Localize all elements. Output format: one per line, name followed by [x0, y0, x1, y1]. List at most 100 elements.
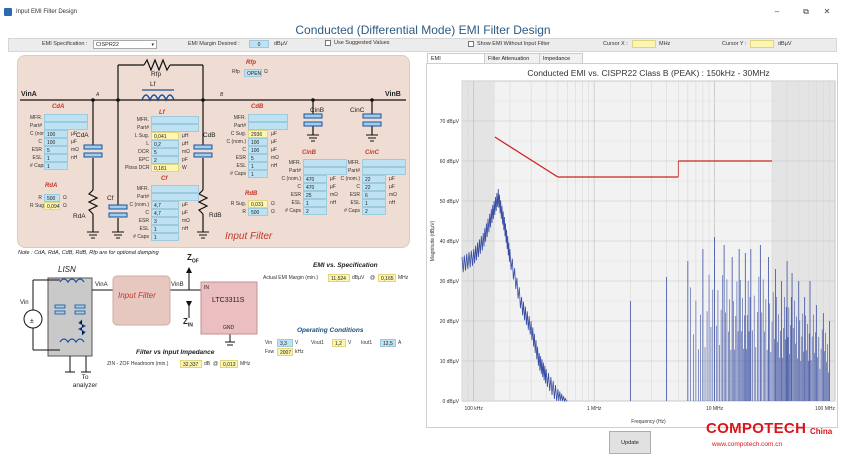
- cf-row-input[interactable]: 4,7: [151, 209, 179, 217]
- lf-row-input[interactable]: 5: [151, 148, 179, 156]
- show-without-filter-checkbox[interactable]: [468, 41, 474, 47]
- cf-row-input[interactable]: 1: [151, 225, 179, 233]
- chip-name: LTC3311S: [212, 297, 245, 304]
- chip-in-pin: IN: [204, 285, 209, 291]
- cdb-row-input: 2936: [248, 130, 268, 138]
- cda-row-input[interactable]: 100: [44, 138, 68, 146]
- rfp-title: Rfp: [246, 60, 256, 66]
- y-tick-label: 30 dBµV: [440, 279, 460, 285]
- lf-row-unit: µH: [182, 141, 189, 147]
- cdb-row-label: C Sug.: [230, 131, 246, 137]
- cda-row-input[interactable]: [44, 114, 88, 122]
- rda-row-label: R Sug.: [30, 203, 46, 209]
- lf-row-unit: µH: [182, 133, 189, 139]
- rfp-input[interactable]: OPEN: [244, 69, 262, 77]
- cdb-row-unit: µF: [271, 139, 277, 145]
- lf-row-label: MFR.: [136, 117, 149, 123]
- maximize-button[interactable]: ⧉: [803, 7, 809, 16]
- cf-row-input[interactable]: 3: [151, 217, 179, 225]
- zof-label: ZOF: [187, 253, 199, 265]
- cinb-row-input[interactable]: [303, 167, 347, 175]
- cda-row-input[interactable]: 5: [44, 146, 68, 154]
- cinc-row-label: Part#: [348, 168, 360, 174]
- cdb-row-input[interactable]: [248, 122, 288, 130]
- cinb-row-input[interactable]: 470: [303, 175, 327, 183]
- emi-chart[interactable]: Conducted EMI vs. CISPR22 Class B (PEAK)…: [427, 64, 839, 429]
- lf-row-input[interactable]: [151, 116, 199, 124]
- cda-row-input[interactable]: [44, 122, 88, 130]
- cinc-row-input[interactable]: 22: [362, 183, 386, 191]
- lf-row-input[interactable]: 0,2: [151, 140, 179, 148]
- cda-row-input[interactable]: 100: [44, 130, 68, 138]
- cinb-row-unit: nH: [330, 200, 337, 206]
- cinc-row-input[interactable]: [362, 167, 406, 175]
- cdb-row-input[interactable]: 100: [248, 146, 268, 154]
- close-button[interactable]: ✕: [823, 7, 831, 16]
- app-icon: [4, 8, 12, 16]
- cinc-row-input[interactable]: 22: [362, 175, 386, 183]
- cf-row-input[interactable]: 1: [151, 233, 179, 241]
- minimize-button[interactable]: –: [774, 7, 780, 16]
- cdb-row-unit: µF: [271, 131, 277, 137]
- cf-row-label: ESL: [139, 226, 149, 232]
- cinb-row-input[interactable]: 470: [303, 183, 327, 191]
- vin-input[interactable]: 3,3: [277, 339, 293, 347]
- cdb-row-input[interactable]: 100: [248, 138, 268, 146]
- cinc-row-input[interactable]: 6: [362, 191, 386, 199]
- lf-row-input[interactable]: [151, 124, 199, 132]
- cda-row-unit: mΩ: [71, 147, 79, 153]
- cursor-x-unit: MHz: [659, 41, 671, 47]
- input-filter-label: Input Filter: [225, 231, 273, 242]
- cinc-row-label: ESL: [350, 200, 360, 206]
- rdb-row-unit: Ω: [271, 201, 275, 207]
- cinc-row-input[interactable]: 2: [362, 207, 386, 215]
- cursor-y-unit: dBµV: [778, 41, 792, 47]
- lf-row-input[interactable]: 2: [151, 156, 179, 164]
- cf-row-input[interactable]: [151, 185, 199, 193]
- y-axis-label: Magnitude (dBµV): [430, 220, 436, 261]
- cinb-row-label: # Caps: [285, 208, 301, 214]
- cinb-row-input[interactable]: 1: [303, 199, 327, 207]
- fsw-input[interactable]: 2007: [277, 348, 293, 356]
- rda-row-unit: Ω: [63, 203, 67, 209]
- cdb-symbol-label: CdB: [203, 132, 216, 139]
- vout-input[interactable]: 1,2: [332, 339, 346, 347]
- iout-input[interactable]: 12,5: [380, 339, 396, 347]
- rda-row-unit: Ω: [63, 195, 67, 201]
- cinc-title: CinC: [365, 150, 379, 156]
- cinb-row-input[interactable]: 25: [303, 191, 327, 199]
- damping-note: Note : CdA, RdA, CdB, RdB, Rfp are for o…: [18, 250, 159, 256]
- lf-row-label: DCR: [138, 149, 149, 155]
- headroom-value: 32,337: [180, 360, 202, 368]
- cinc-row-input[interactable]: 1: [362, 199, 386, 207]
- cursor-y-input[interactable]: [750, 40, 774, 48]
- cdb-row-unit: µF: [271, 147, 277, 153]
- cdb-row-input[interactable]: [248, 114, 288, 122]
- cf-row-input[interactable]: 4,7: [151, 201, 179, 209]
- cinb-row-label: Part#: [289, 168, 301, 174]
- rdb-row-input[interactable]: 500: [248, 208, 268, 216]
- block-vinb-label: VinB: [171, 282, 184, 288]
- cdb-row-input[interactable]: 1: [248, 162, 268, 170]
- use-suggested-checkbox[interactable]: [325, 40, 331, 46]
- cda-row-input[interactable]: 1: [44, 162, 68, 170]
- emi-margin-at: @: [370, 275, 376, 281]
- y-tick-label: 40 dBµV: [440, 239, 460, 245]
- cinb-row-input[interactable]: [303, 159, 347, 167]
- margin-input[interactable]: 0: [249, 40, 269, 48]
- headroom-freq: 0,013: [220, 360, 238, 368]
- cdb-row-input[interactable]: 5: [248, 154, 268, 162]
- rda-row-input[interactable]: 500: [44, 194, 60, 202]
- lisn-label: LISN: [58, 265, 76, 274]
- cursor-x-label: Cursor X :: [603, 41, 628, 47]
- cinc-row-input[interactable]: [362, 159, 406, 167]
- cf-row-input[interactable]: [151, 193, 199, 201]
- cursor-x-input[interactable]: [632, 40, 656, 48]
- update-button[interactable]: Update: [609, 431, 651, 454]
- emi-spec-select[interactable]: CISPR22 ▾: [93, 40, 157, 49]
- cinb-row-input[interactable]: 2: [303, 207, 327, 215]
- cdb-row-input[interactable]: 1: [248, 170, 268, 178]
- cda-row-input[interactable]: 1: [44, 154, 68, 162]
- cda-row-label: # Caps: [30, 163, 46, 169]
